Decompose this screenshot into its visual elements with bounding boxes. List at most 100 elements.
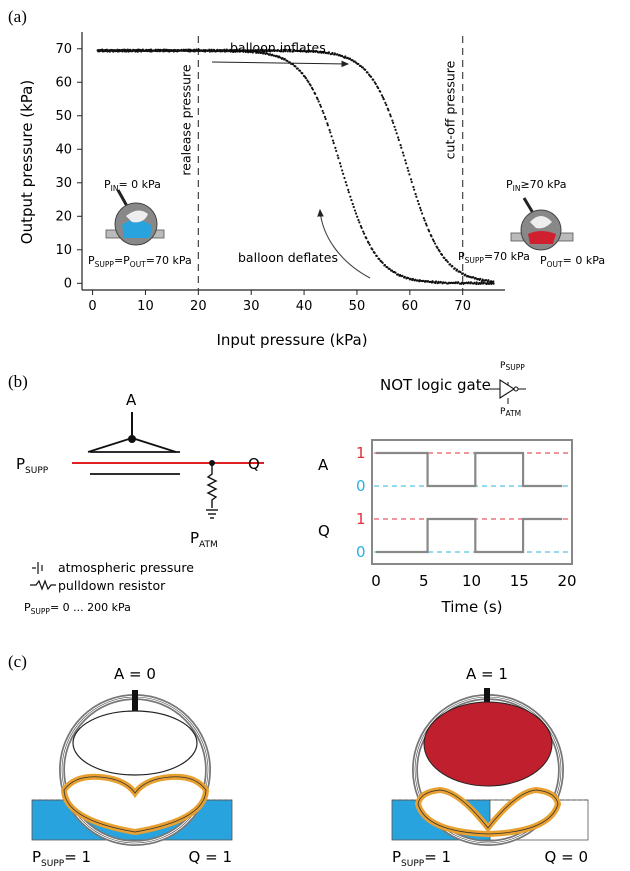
balloon-right xyxy=(423,701,553,787)
inflate-point xyxy=(389,115,392,118)
deflate-point xyxy=(329,131,332,134)
inflate-point xyxy=(384,101,387,104)
inflate-point xyxy=(372,78,375,81)
deflate-point xyxy=(396,273,400,276)
panel-label-a: (a) xyxy=(8,7,27,26)
deflate-point xyxy=(337,157,340,160)
time-tick-label: 15 xyxy=(510,572,529,590)
inflate-point xyxy=(479,277,482,280)
inflate-point xyxy=(404,159,407,162)
inflate-point xyxy=(453,267,456,270)
inflate-point xyxy=(315,49,318,53)
x-tick-label: 20 xyxy=(190,299,207,314)
deflate-point xyxy=(371,248,374,251)
y-tick-label: 70 xyxy=(55,42,72,57)
resistor-icon xyxy=(206,463,218,508)
time-axis-label: Time (s) xyxy=(441,598,503,616)
inflate-point xyxy=(344,55,347,58)
inflate-point xyxy=(407,169,410,172)
not-gate-icon: PSUPP PATM xyxy=(490,361,526,418)
deflate-point xyxy=(367,241,370,244)
inflate-point xyxy=(474,276,477,280)
deflate-point xyxy=(319,105,323,108)
deflate-point xyxy=(147,48,150,52)
gate-top-label: PSUPP xyxy=(500,361,525,372)
inflate-point xyxy=(357,62,360,66)
deflate-point xyxy=(473,281,476,284)
deflate-point xyxy=(281,57,284,60)
inflate-point xyxy=(461,272,465,275)
y-tick-label: 60 xyxy=(55,75,72,90)
deflate-point xyxy=(286,59,289,63)
inflate-point xyxy=(472,276,475,279)
right-supply: PSUPP= 1 xyxy=(392,848,451,869)
deflate-point xyxy=(334,146,337,150)
deflate-point xyxy=(386,266,389,269)
inflate-point xyxy=(449,263,452,266)
deflate-point xyxy=(349,195,352,198)
deflate-point xyxy=(439,280,442,284)
deflate-point xyxy=(388,267,391,270)
y-tick-label: 50 xyxy=(55,109,72,124)
inflate-point xyxy=(382,98,385,101)
deflate-point xyxy=(230,49,233,53)
inflate-point xyxy=(395,132,398,135)
deflate-point xyxy=(160,49,163,52)
inflate-point xyxy=(415,195,418,198)
inflate-point xyxy=(348,57,352,60)
left-supply: PSUPP= 1 xyxy=(32,848,91,869)
deflate-point xyxy=(107,49,110,52)
inflate-point xyxy=(438,250,441,253)
time-tick-label: 0 xyxy=(371,572,381,590)
deflate-point xyxy=(353,209,357,212)
deflate-point xyxy=(328,128,331,132)
output-q-label: Q xyxy=(248,455,260,473)
chart-a: 0 10 20 30 40 50 60 70 0 10 20 30 40 50 60 70 realease… xyxy=(18,32,605,349)
inflate-point xyxy=(436,246,439,250)
deflate-point xyxy=(354,212,358,215)
deflate-point xyxy=(338,162,342,165)
deflate-point xyxy=(222,49,225,52)
deflate-point xyxy=(173,48,176,52)
deflate-point xyxy=(401,274,404,277)
inflate-point xyxy=(381,96,385,99)
inflate-point xyxy=(394,128,397,131)
deflate-point xyxy=(383,263,387,267)
inflate-point xyxy=(412,185,415,189)
deflate-point xyxy=(319,103,322,106)
inflate-point xyxy=(405,162,408,165)
inflate-point xyxy=(391,119,394,122)
inflate-point xyxy=(421,212,424,215)
inflate-point xyxy=(359,64,362,68)
inflate-point xyxy=(259,48,262,52)
deflate-point xyxy=(316,98,319,101)
deflate-point xyxy=(390,269,394,272)
deflate-point xyxy=(311,88,314,91)
deflate-point xyxy=(268,53,271,56)
deflate-point xyxy=(99,48,103,52)
left-output: Q = 1 xyxy=(189,848,232,866)
inflate-point xyxy=(416,199,419,203)
data-points xyxy=(96,48,495,286)
deflate-point xyxy=(407,276,410,280)
x-tick-label: 50 xyxy=(349,299,366,314)
x-tick-label: 40 xyxy=(296,299,313,314)
x-tick-label: 10 xyxy=(137,299,154,314)
signal-Q xyxy=(376,517,563,554)
right-output: Q = 0 xyxy=(545,848,588,866)
inflate-point xyxy=(422,217,425,220)
deflate-point xyxy=(166,48,169,52)
valve-right: A = 1 PSUPP= 1 Q = 0 xyxy=(391,665,589,869)
deflate-point xyxy=(336,154,339,157)
low-label: 0 xyxy=(356,543,366,561)
inflate-point xyxy=(432,240,435,243)
deflate-point xyxy=(434,280,438,283)
inflate-point xyxy=(451,264,454,268)
inflate-point xyxy=(413,188,416,191)
deflate-point xyxy=(344,181,347,184)
time-tick-label: 20 xyxy=(557,572,576,590)
deflate-point xyxy=(125,49,128,52)
left-pin-label: PIN= 0 kPa xyxy=(104,178,161,193)
